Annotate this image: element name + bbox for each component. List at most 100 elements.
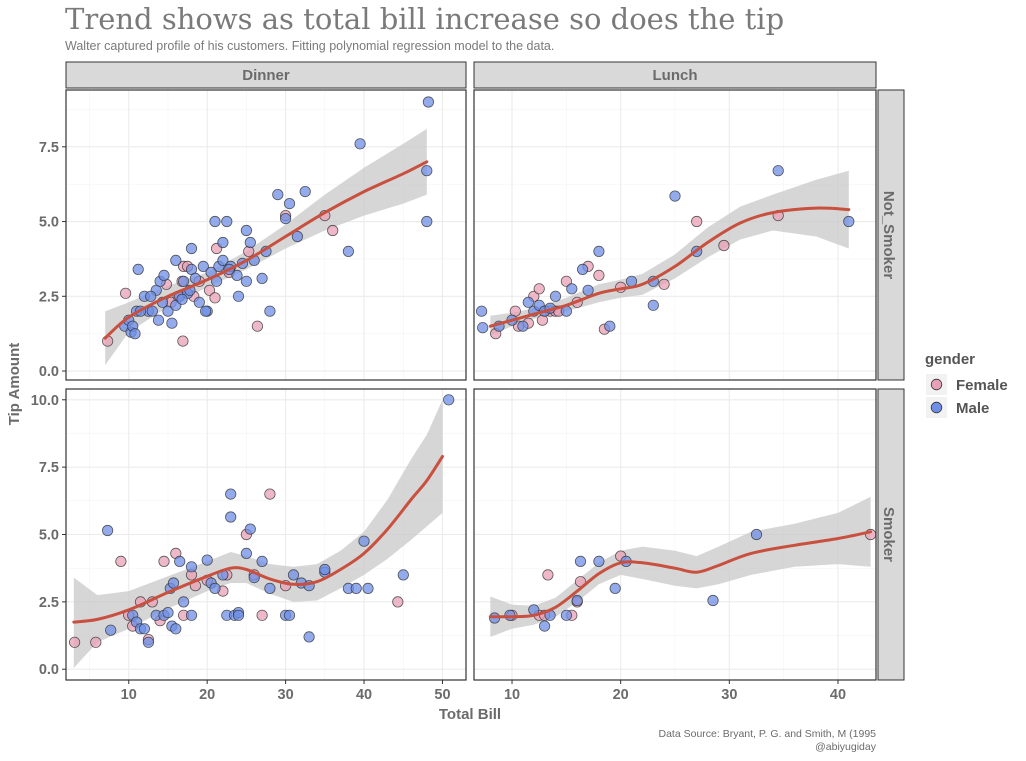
point-female (209, 292, 221, 304)
x-tick-label: 40 (830, 687, 846, 703)
point-male (256, 555, 268, 568)
panel-border (473, 89, 877, 381)
point-male (201, 554, 213, 566)
x-tick-label: 20 (613, 687, 629, 703)
point-male (174, 555, 186, 568)
point-male (477, 322, 489, 334)
point-male (397, 569, 409, 581)
point-male (185, 242, 198, 255)
facet-strip-lunch (473, 61, 877, 89)
confidence-band (73, 399, 443, 668)
point-male (240, 547, 252, 560)
point-female (392, 596, 404, 608)
point-male (422, 96, 434, 108)
point-male (421, 165, 433, 177)
point-male (105, 624, 117, 636)
point-male (176, 293, 188, 305)
point-male (193, 296, 205, 308)
point-male (225, 511, 237, 523)
point-male (319, 563, 331, 576)
point-male (354, 138, 366, 150)
panel-lunch-smoker: 10 20 30 40 (473, 388, 877, 703)
point-male (287, 569, 300, 581)
y-tick-label: 10.0 (31, 393, 59, 409)
facet-strip-smoker (877, 388, 905, 681)
caption-source: Data Source: Bryant, P. G. and Smith, M … (659, 728, 877, 740)
x-tick-label: 10 (121, 687, 137, 703)
point-male (244, 236, 256, 249)
point-male (350, 582, 362, 595)
point-female (115, 555, 127, 568)
point-male (178, 596, 190, 608)
point-male (167, 577, 180, 589)
facet-panels: Dinner LunchNot_SmokerSmoker0.02.55.07.50… (31, 61, 905, 703)
y-tick-label: 5.0 (39, 215, 59, 231)
point-female (251, 320, 263, 332)
point-female (69, 636, 81, 648)
point-male (574, 555, 587, 568)
point-male (209, 582, 221, 595)
point-male (609, 582, 621, 595)
panel-background (66, 90, 466, 380)
point-male (138, 623, 150, 635)
point-male (232, 609, 245, 621)
point-male (560, 609, 573, 621)
x-tick-label: 20 (199, 687, 215, 703)
point-male (475, 305, 488, 317)
point-male (625, 275, 638, 287)
x-tick-label: 30 (721, 687, 737, 703)
point-male (129, 328, 141, 340)
point-male (522, 296, 534, 308)
point-male (217, 254, 229, 266)
point-male (225, 488, 237, 500)
point-male (576, 263, 589, 275)
legend-title: gender (925, 351, 975, 368)
point-male (244, 523, 256, 535)
y-tick-label: 5.0 (39, 528, 59, 544)
point-female (90, 636, 102, 648)
caption-author: @abiyugiday (815, 741, 877, 753)
point-male (264, 582, 276, 595)
point-female (327, 224, 339, 237)
point-female (691, 215, 703, 228)
point-male (158, 269, 170, 281)
point-female (718, 239, 730, 252)
point-male (170, 254, 182, 266)
point-male (197, 260, 209, 272)
x-tick-label: 40 (356, 687, 372, 703)
panel-lunch-not-smoker (473, 89, 877, 381)
point-male (283, 198, 296, 210)
point-male (291, 230, 303, 243)
point-male (772, 165, 784, 177)
point-male (517, 320, 529, 332)
x-tick-label: 10 (504, 687, 520, 703)
point-male (707, 594, 719, 607)
point-male (283, 609, 296, 621)
legend-key-male (930, 401, 943, 414)
point-male (185, 561, 198, 573)
x-tick-label: 50 (434, 687, 450, 703)
point-male (538, 620, 551, 632)
point-female (593, 269, 605, 281)
point-male (443, 394, 455, 406)
point-male (549, 290, 562, 302)
point-male (647, 299, 659, 311)
point-male (299, 186, 311, 198)
point-male (358, 535, 370, 547)
point-male (232, 290, 245, 302)
legend-label-male: Male (956, 400, 989, 417)
point-male (162, 606, 174, 619)
legend-key-female (930, 378, 943, 391)
facet-label-lunch: Lunch (653, 67, 698, 84)
point-male (231, 269, 243, 281)
legend-label-female: Female (956, 377, 1008, 394)
point-female (658, 278, 670, 290)
x-axis-title: Total Bill (439, 706, 501, 723)
point-male (146, 305, 158, 317)
point-male (604, 320, 616, 332)
y-tick-label: 0.0 (39, 662, 59, 678)
point-male (593, 555, 605, 568)
y-tick-label: 7.5 (39, 460, 59, 476)
regression-line (72, 454, 444, 624)
